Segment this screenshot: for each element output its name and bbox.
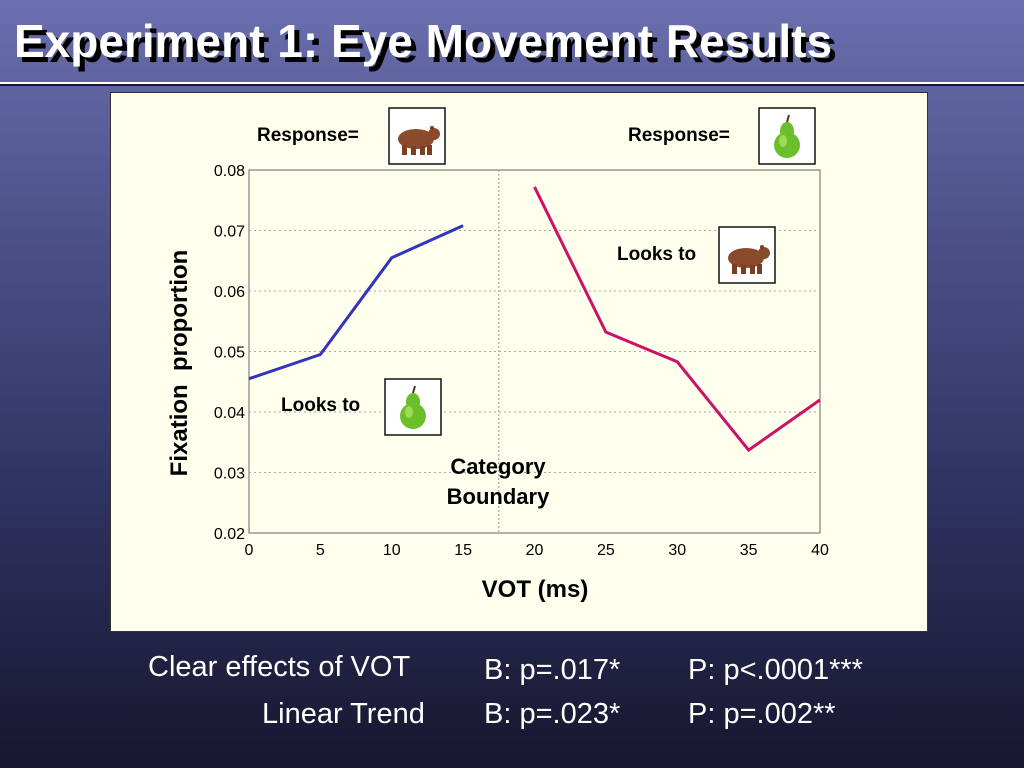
stat-row1-b: B: p=.017* bbox=[484, 654, 621, 686]
x-axis-label: VOT (ms) bbox=[482, 576, 589, 603]
chart-panel: 0.08 0.07 0.06 0.05 0.04 0.03 0.02 0 5 10 15 20 25 3… bbox=[110, 92, 928, 632]
series-line-1 bbox=[533, 186, 821, 453]
response-left-label: Response= bbox=[257, 125, 359, 146]
series-line-0 bbox=[248, 224, 464, 381]
chart-svg: 0.08 0.07 0.06 0.05 0.04 0.03 0.02 0 5 10 15 20 25 3… bbox=[166, 107, 829, 603]
y-tick-label: 0.05 bbox=[214, 345, 245, 362]
x-tick-label: 35 bbox=[740, 542, 758, 559]
stat-row1-label: Clear effects of VOT bbox=[148, 651, 411, 683]
x-tick-label: 25 bbox=[597, 542, 615, 559]
slide-title: Experiment 1: Eye Movement Results bbox=[14, 15, 833, 67]
x-tick-label: 15 bbox=[454, 542, 472, 559]
pear-icon bbox=[758, 107, 816, 165]
y-tick-label: 0.07 bbox=[214, 224, 245, 241]
x-tick-label: 10 bbox=[383, 542, 401, 559]
stat-row2-label: Linear Trend bbox=[262, 698, 425, 730]
bear-icon bbox=[388, 107, 446, 165]
response-right-label: Response= bbox=[628, 125, 730, 146]
y-axis-ticks: 0.08 0.07 0.06 0.05 0.04 0.03 0.02 bbox=[214, 163, 245, 543]
stat-row2-b: B: p=.023* bbox=[484, 698, 621, 730]
x-tick-label: 20 bbox=[526, 542, 544, 559]
looks-to-bottom-label: Looks to bbox=[281, 395, 360, 416]
y-tick-label: 0.03 bbox=[214, 466, 245, 483]
bear-icon bbox=[718, 226, 776, 284]
category-boundary-line1: Category bbox=[450, 454, 546, 479]
pear-icon bbox=[384, 378, 442, 436]
x-axis-ticks: 0 5 10 15 20 25 30 35 40 bbox=[245, 542, 829, 559]
x-tick-label: 5 bbox=[316, 542, 325, 559]
x-tick-label: 0 bbox=[245, 542, 254, 559]
x-tick-label: 30 bbox=[668, 542, 686, 559]
category-boundary-line2: Boundary bbox=[447, 484, 550, 509]
stat-row1-p: P: p<.0001*** bbox=[688, 654, 863, 686]
y-tick-label: 0.06 bbox=[214, 284, 245, 301]
y-tick-label: 0.04 bbox=[214, 405, 245, 422]
stat-row2-p: P: p=.002** bbox=[688, 698, 836, 730]
y-axis-label: Fixation proportion bbox=[166, 250, 193, 477]
x-tick-label: 40 bbox=[811, 542, 829, 559]
looks-to-top-label: Looks to bbox=[617, 244, 696, 265]
title-divider bbox=[0, 82, 1024, 84]
y-tick-label: 0.02 bbox=[214, 526, 245, 543]
y-tick-label: 0.08 bbox=[214, 163, 245, 180]
